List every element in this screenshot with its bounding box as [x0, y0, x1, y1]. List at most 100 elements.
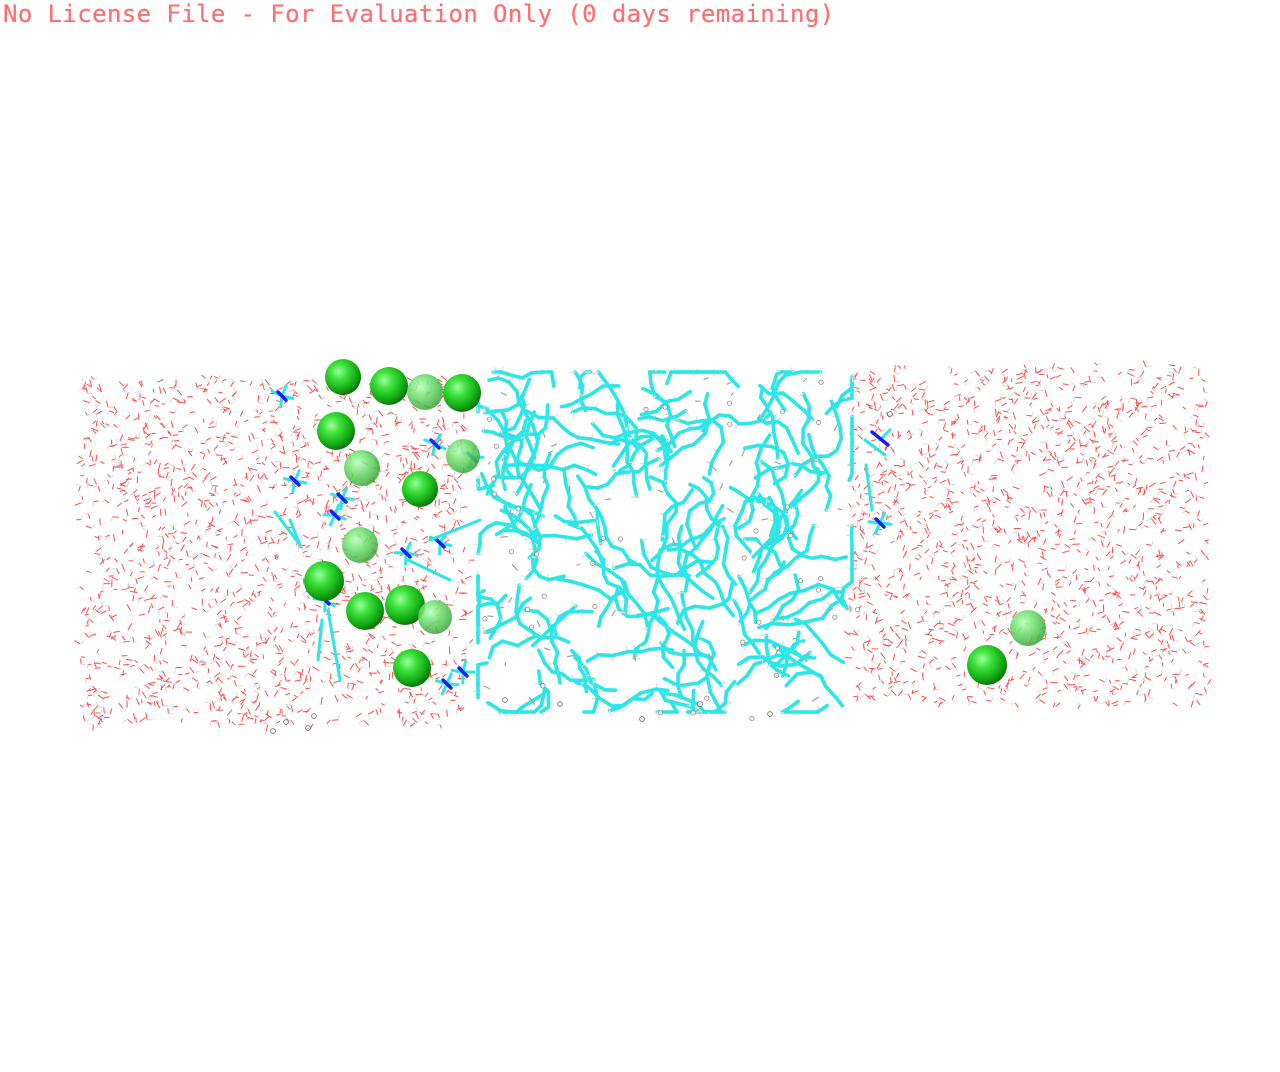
water-hydrogen	[129, 493, 135, 496]
water-molecule	[1033, 602, 1038, 609]
water-molecule	[138, 507, 140, 513]
water-molecule	[1174, 676, 1178, 683]
water-hydrogen	[133, 556, 136, 562]
water-molecule	[375, 591, 383, 594]
water-hydrogen	[1116, 490, 1121, 493]
carbon-bond	[849, 533, 854, 548]
water-molecule	[439, 724, 442, 729]
water-hydrogen	[1118, 642, 1123, 647]
water-molecule	[245, 550, 249, 557]
water-molecule	[1074, 420, 1081, 425]
carbon-bond	[728, 485, 741, 494]
water-hydrogen	[1168, 371, 1175, 374]
water-molecule	[1019, 508, 1025, 514]
water-molecule	[1135, 486, 1144, 490]
water-molecule	[904, 482, 912, 485]
carbon-bond	[625, 428, 645, 435]
water-molecule	[851, 485, 855, 491]
carbon-bond	[658, 689, 668, 702]
water-hydrogen	[353, 407, 359, 410]
water-hydrogen	[328, 613, 336, 616]
water-hydrogen	[1140, 519, 1143, 524]
water-molecule	[993, 543, 1001, 547]
water-hydrogen	[261, 380, 264, 384]
water-molecule	[876, 662, 881, 669]
water-molecule	[1106, 522, 1111, 529]
water-hydrogen	[1123, 701, 1126, 707]
water-molecule	[357, 668, 361, 673]
water-hydrogen	[921, 453, 927, 456]
water-molecule	[460, 506, 468, 508]
carbon-bond	[768, 519, 778, 538]
water-hydrogen	[1113, 430, 1117, 437]
water-hydrogen	[253, 409, 257, 411]
water-hydrogen	[1194, 608, 1201, 612]
water-hydrogen	[294, 573, 296, 577]
water-molecule	[1119, 444, 1123, 449]
water-molecule	[1090, 537, 1096, 541]
water-hydrogen	[139, 663, 145, 669]
water-molecule	[851, 406, 855, 412]
water-molecule	[236, 615, 242, 621]
water-hydrogen	[963, 569, 969, 574]
water-hydrogen	[306, 647, 310, 650]
water-molecule	[176, 401, 185, 404]
water-hydrogen	[307, 379, 313, 383]
water-molecule	[201, 374, 206, 379]
water-hydrogen	[1128, 440, 1134, 444]
water-molecule	[170, 420, 174, 429]
water-molecule	[1161, 662, 1164, 667]
water-molecule	[192, 677, 198, 682]
water-hydrogen	[964, 396, 970, 398]
water-hydrogen	[244, 672, 249, 678]
water-hydrogen	[136, 562, 140, 565]
water-hydrogen	[408, 697, 414, 701]
water-hydrogen	[375, 485, 377, 490]
water-hydrogen	[960, 455, 963, 461]
water-molecule	[1020, 438, 1026, 442]
water-hydrogen	[847, 461, 851, 467]
water-hydrogen	[1102, 484, 1108, 490]
water-molecule	[151, 603, 154, 608]
water-hydrogen	[918, 650, 923, 654]
water-molecule	[293, 625, 299, 628]
water-molecule	[214, 379, 218, 384]
water-hydrogen	[252, 673, 257, 678]
water-molecule	[1015, 517, 1018, 521]
water-molecule	[1169, 476, 1175, 479]
water-molecule	[1106, 616, 1111, 623]
water-molecule	[981, 499, 988, 502]
water-hydrogen	[1086, 441, 1090, 447]
water-hydrogen	[345, 510, 347, 516]
water-molecule	[1093, 695, 1097, 702]
water-molecule	[966, 419, 969, 426]
water-molecule	[1136, 608, 1143, 613]
water-molecule	[977, 386, 981, 391]
water-molecule	[1194, 472, 1197, 481]
carbon-bond	[771, 621, 790, 627]
water-hydrogen	[409, 417, 413, 423]
water-hydrogen	[463, 428, 470, 432]
water-molecule	[100, 690, 108, 694]
water-hydrogen	[1157, 446, 1162, 451]
water-molecule	[985, 595, 992, 599]
water-molecule	[1133, 576, 1136, 581]
water-molecule	[951, 565, 956, 570]
water-hydrogen	[1054, 632, 1059, 636]
water-hydrogen	[288, 484, 292, 490]
water-molecule	[300, 444, 308, 449]
water-molecule	[159, 386, 162, 394]
water-molecule	[305, 472, 310, 478]
water-molecule	[289, 492, 294, 495]
water-molecule	[1190, 601, 1199, 604]
water-molecule	[976, 553, 981, 561]
water-hydrogen	[298, 454, 301, 458]
water-molecule	[173, 530, 178, 534]
water-molecule	[890, 625, 893, 631]
carbon-bond	[797, 600, 812, 614]
water-molecule	[904, 635, 907, 641]
water-molecule	[452, 484, 454, 492]
hydrogen-bond	[571, 411, 576, 418]
water-molecule	[274, 684, 282, 687]
